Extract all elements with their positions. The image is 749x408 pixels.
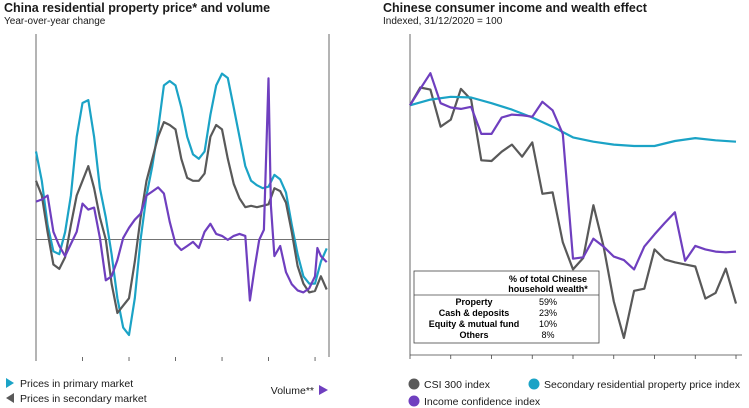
legend-income-dot-icon [408, 395, 420, 407]
legend-volume-label: Volume** [271, 385, 314, 397]
wealth-table-row-value: 59% [539, 297, 557, 307]
wealth-table-row-label: Cash & deposits [439, 308, 510, 318]
csi-300-line [409, 86, 738, 339]
secondary-price-line [34, 120, 328, 315]
legend-secondary-dot-icon [528, 378, 540, 390]
income-confidence-line [409, 72, 737, 271]
primary-price-line [34, 72, 328, 337]
left-chart: Prices in primary market Prices in secon… [6, 34, 330, 405]
right-chart: % of total Chinese household wealth* Pro… [408, 34, 742, 408]
volume-line [35, 77, 328, 302]
left-chart-subtitle: Year-over-year change [4, 16, 106, 27]
legend-csi-label: CSI 300 index [424, 379, 491, 391]
wealth-table-row-value: 8% [541, 330, 554, 340]
wealth-table-row-label: Equity & mutual fund [429, 319, 520, 329]
secondary-property-index-line [409, 95, 737, 148]
left-chart-title: China residential property price* and vo… [4, 1, 271, 15]
legend-teal-arrow-icon [6, 378, 14, 388]
left-legend: Prices in primary market Prices in secon… [6, 378, 328, 405]
right-chart-subtitle: Indexed, 31/12/2020 = 100 [383, 16, 503, 27]
wealth-table-header-1: % of total Chinese [509, 274, 587, 284]
wealth-table-row-value: 10% [539, 319, 557, 329]
legend-primary-label: Prices in primary market [20, 378, 133, 390]
right-chart-title: Chinese consumer income and wealth effec… [383, 1, 647, 15]
legend-purple-arrow-icon [319, 385, 328, 395]
right-legend: CSI 300 index Secondary residential prop… [408, 378, 741, 408]
legend-secondary-label: Prices in secondary market [20, 393, 147, 405]
wealth-table-row-label: Property [455, 297, 492, 307]
wealth-table-row-value: 23% [539, 308, 557, 318]
legend-income-label: Income confidence index [424, 396, 541, 408]
wealth-table-box [413, 270, 600, 344]
legend-csi-dot-icon [408, 378, 420, 390]
wealth-table-header-2: household wealth* [508, 284, 588, 294]
wealth-table-row-label: Others [459, 330, 488, 340]
legend-secondary-price-label: Secondary residential property price ind… [544, 379, 741, 391]
legend-gray-arrow-icon [6, 393, 14, 403]
wealth-table: % of total Chinese household wealth* Pro… [413, 270, 600, 344]
